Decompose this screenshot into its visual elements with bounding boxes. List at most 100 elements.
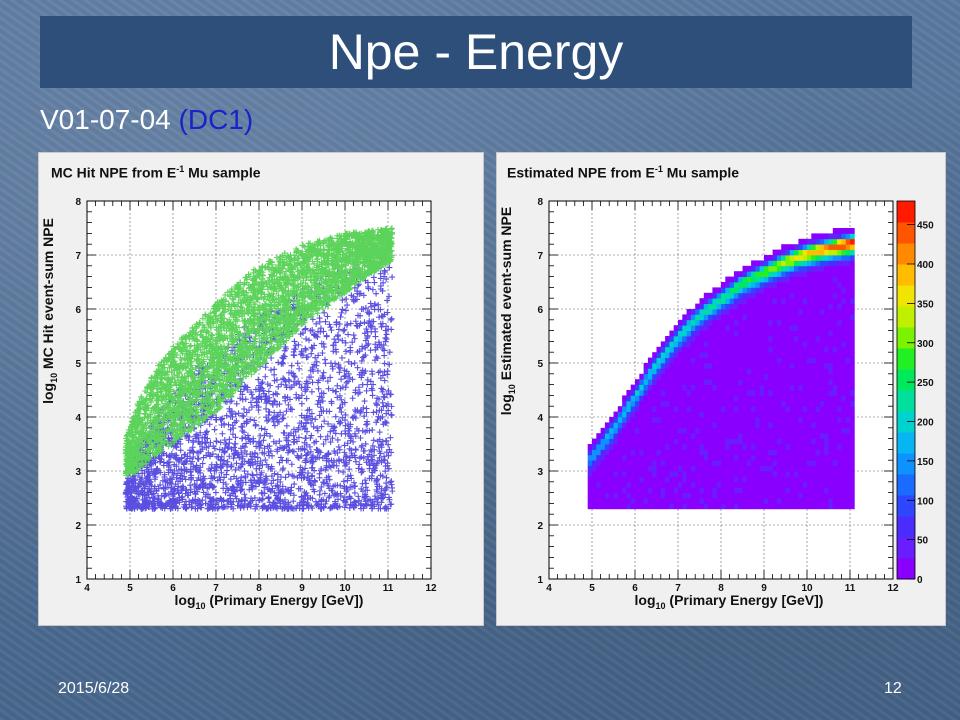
scatter-point [362,477,369,484]
scatter-point [368,368,375,375]
scatter-point [247,503,254,510]
scatter-point [318,423,325,430]
scatter-point [157,458,164,465]
scatter-point [335,456,342,463]
scatter-point [316,412,323,419]
scatter-point [374,488,381,495]
scatter-point [335,467,342,474]
scatter-point [243,440,250,447]
scatter-point [332,413,339,420]
scatter-point [319,372,326,379]
scatter-point [339,337,346,344]
scatter-point [266,394,273,401]
scatter-point [339,297,346,304]
scatter-point [339,306,346,313]
scatter-point [319,350,326,357]
scatter-point [335,326,342,333]
scatter-point [298,475,305,482]
scatter-point [381,347,388,354]
scatter-point [242,479,249,486]
scatter-point [315,385,322,392]
scatter-point [282,496,289,503]
scatter-point [308,419,315,426]
scatter-point [166,452,173,459]
scatter-point [352,458,359,465]
scatter-point [314,427,321,434]
scatter-point [267,448,274,455]
scatter-point [383,336,390,343]
scatter-point [274,448,281,455]
scatter-point [387,316,394,323]
scatter-point [205,449,212,456]
scatter-point [240,386,247,393]
scatter-point [248,389,255,396]
scatter-point [350,438,357,445]
scatter-point [161,493,168,500]
scatter-point [329,365,336,372]
scatter-point [246,407,253,414]
version-label: V01-07-04 [40,104,179,135]
scatter-point [334,394,341,401]
scatter-point [303,428,310,435]
scatter-point [287,487,294,494]
scatter-point [167,466,174,473]
scatter-point [231,440,238,447]
scatter-point [386,349,393,356]
scatter-point [349,339,356,346]
scatter-point [373,290,380,297]
scatter-point [358,444,365,451]
scatter-point [321,453,328,460]
scatter-point [217,476,224,483]
scatter-point [224,498,231,505]
scatter-point [338,309,345,316]
scatter-point [314,425,321,432]
scatter-point [365,340,372,347]
scatter-point [307,480,314,487]
scatter-point [387,434,394,441]
scatter-point [385,452,392,459]
scatter-point [302,435,309,442]
scatter-point [278,444,285,451]
scatter-point [343,296,350,303]
scatter-point [237,395,244,402]
scatter-point [290,492,297,499]
scatter-point [157,481,164,488]
scatter-point [369,286,376,293]
scatter-point [332,360,339,367]
scatter-point [337,313,344,320]
scatter-point [386,494,393,501]
scatter-point [383,449,390,456]
scatter-point [181,451,188,458]
scatter-point [368,323,375,330]
scatter-point [220,485,227,492]
scatter-point [248,404,255,411]
scatter-point [365,283,372,290]
scatter-point [384,371,391,378]
scatter-point [374,460,381,467]
scatter-point [350,332,357,339]
scatter-point [274,471,281,478]
scatter-point [187,486,194,493]
scatter-point [364,376,371,383]
scatter-point [317,467,324,474]
scatter-point [306,443,313,450]
scatter-point [362,305,369,312]
scatter-point [312,416,319,423]
scatter-point [326,321,333,328]
scatter-point [389,488,396,495]
scatter-point [279,483,286,490]
scatter-point [341,442,348,449]
scatter-point [330,492,337,499]
scatter-point [359,488,366,495]
scatter-point [315,352,322,359]
scatter-point [200,489,207,496]
scatter-point [275,383,282,390]
scatter-point [362,368,369,375]
scatter-point [382,437,389,444]
scatter-point [386,264,393,271]
scatter-point [380,403,387,410]
scatter-point [273,482,280,489]
scatter-point [247,477,254,484]
scatter-point [381,368,388,375]
scatter-point [338,396,345,403]
